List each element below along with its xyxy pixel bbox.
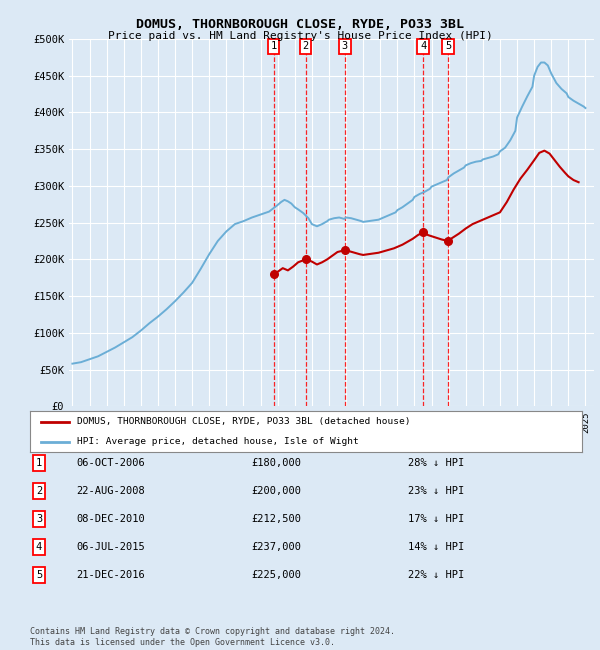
Text: 06-OCT-2006: 06-OCT-2006 xyxy=(77,458,145,468)
Text: 2: 2 xyxy=(302,41,309,51)
Text: 21-DEC-2016: 21-DEC-2016 xyxy=(77,569,145,580)
Text: Price paid vs. HM Land Registry's House Price Index (HPI): Price paid vs. HM Land Registry's House … xyxy=(107,31,493,41)
Text: 3: 3 xyxy=(342,41,348,51)
Text: 5: 5 xyxy=(36,569,42,580)
Text: 5: 5 xyxy=(445,41,451,51)
Text: 23% ↓ HPI: 23% ↓ HPI xyxy=(408,486,464,496)
Text: 08-DEC-2010: 08-DEC-2010 xyxy=(77,514,145,524)
Text: 4: 4 xyxy=(36,541,42,552)
Text: £237,000: £237,000 xyxy=(251,541,301,552)
Text: 4: 4 xyxy=(420,41,426,51)
Text: £225,000: £225,000 xyxy=(251,569,301,580)
Text: 17% ↓ HPI: 17% ↓ HPI xyxy=(408,514,464,524)
Text: 14% ↓ HPI: 14% ↓ HPI xyxy=(408,541,464,552)
Text: 22-AUG-2008: 22-AUG-2008 xyxy=(77,486,145,496)
Text: HPI: Average price, detached house, Isle of Wight: HPI: Average price, detached house, Isle… xyxy=(77,437,359,446)
Text: Contains HM Land Registry data © Crown copyright and database right 2024.
This d: Contains HM Land Registry data © Crown c… xyxy=(30,627,395,647)
Text: £212,500: £212,500 xyxy=(251,514,301,524)
Text: 1: 1 xyxy=(271,41,277,51)
Text: 3: 3 xyxy=(36,514,42,524)
Text: 28% ↓ HPI: 28% ↓ HPI xyxy=(408,458,464,468)
Text: 2: 2 xyxy=(36,486,42,496)
Text: DOMUS, THORNBOROUGH CLOSE, RYDE, PO33 3BL: DOMUS, THORNBOROUGH CLOSE, RYDE, PO33 3B… xyxy=(136,18,464,31)
Text: 1: 1 xyxy=(36,458,42,468)
Text: £180,000: £180,000 xyxy=(251,458,301,468)
Text: 22% ↓ HPI: 22% ↓ HPI xyxy=(408,569,464,580)
Text: 06-JUL-2015: 06-JUL-2015 xyxy=(77,541,145,552)
Text: £200,000: £200,000 xyxy=(251,486,301,496)
Text: DOMUS, THORNBOROUGH CLOSE, RYDE, PO33 3BL (detached house): DOMUS, THORNBOROUGH CLOSE, RYDE, PO33 3B… xyxy=(77,417,410,426)
